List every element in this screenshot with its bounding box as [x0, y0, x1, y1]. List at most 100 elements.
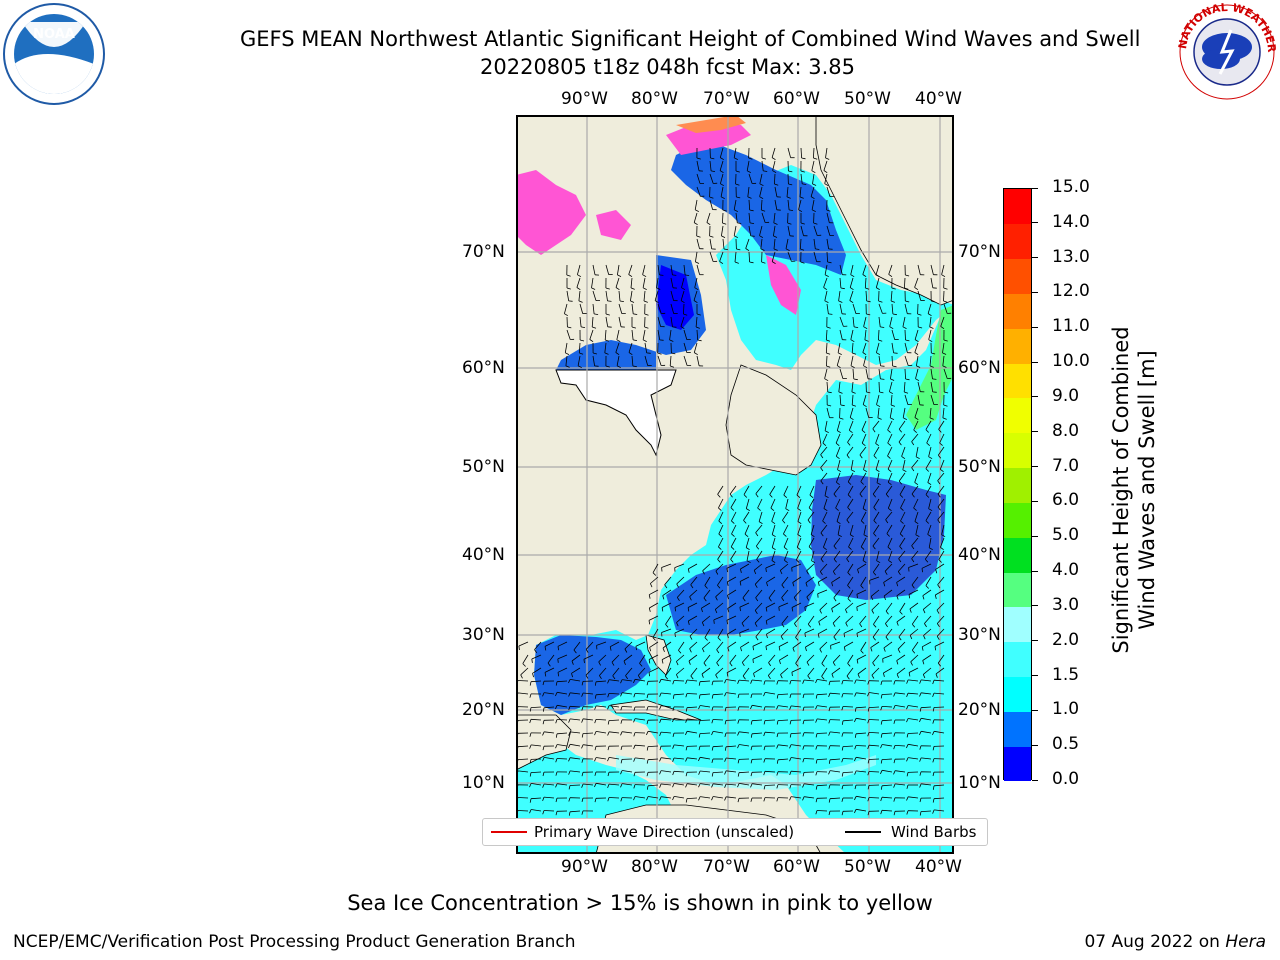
- wind-barb-flag: [674, 607, 677, 612]
- wind-barb-flag: [734, 261, 739, 264]
- wind-barb-flag: [828, 313, 833, 315]
- wind-barb-flag: [849, 287, 854, 291]
- wind-barb: [933, 679, 945, 682]
- colorbar-tick-mark: [1032, 605, 1038, 607]
- wind-barb-flag: [841, 797, 844, 802]
- lat-label-right: 10°N: [958, 773, 1001, 793]
- wind-barb: [878, 303, 883, 314]
- wind-barb: [726, 796, 737, 799]
- wind-barb: [811, 550, 815, 561]
- wind-barb: [569, 810, 581, 813]
- wind-barb-flag: [906, 744, 909, 749]
- wind-barb: [635, 757, 646, 760]
- wind-barb: [911, 576, 919, 586]
- wind-barb-flag: [718, 546, 722, 550]
- wind-barb: [790, 680, 802, 682]
- wind-barb-flag: [701, 622, 705, 627]
- wind-barb-flag: [937, 454, 942, 459]
- wind-barb: [656, 277, 659, 288]
- wind-barb-flag: [555, 771, 558, 776]
- wind-barb: [579, 316, 582, 327]
- wind-barb-flag: [607, 693, 610, 698]
- wind-barb-flag: [761, 209, 766, 212]
- wind-barb: [865, 290, 868, 302]
- wind-barb: [726, 757, 737, 760]
- wind-barb: [790, 770, 802, 773]
- wind-barb-flag: [659, 770, 662, 775]
- wind-barb: [908, 667, 919, 673]
- wind-barb-flag: [880, 378, 885, 380]
- wind-barb: [921, 730, 932, 734]
- wind-barb-flag: [776, 784, 779, 789]
- wind-barb-flag: [696, 313, 701, 316]
- wind-barb: [936, 628, 945, 637]
- wind-barb-flag: [908, 672, 911, 677]
- wind-barb-flag: [932, 378, 937, 380]
- wind-barb: [826, 238, 829, 249]
- wind-barb-flag: [910, 661, 913, 666]
- wind-barb: [908, 757, 919, 760]
- wind-barb-flag: [659, 705, 662, 710]
- lat-label-right: 20°N: [958, 700, 1001, 720]
- wind-barb: [901, 446, 906, 457]
- wind-barb: [899, 524, 906, 534]
- wind-barb: [570, 757, 581, 760]
- wind-barb-flag: [867, 759, 870, 764]
- wind-barb: [813, 251, 817, 262]
- wind-barb: [706, 212, 711, 223]
- wind-barb: [779, 654, 789, 661]
- wind-barb: [917, 264, 921, 275]
- wind-barb: [582, 732, 594, 734]
- wind-barb: [846, 667, 854, 677]
- wind-barb: [810, 524, 815, 535]
- wind-barb-flag: [854, 757, 857, 762]
- wind-barb-flag: [659, 692, 662, 697]
- wind-barb-flag: [755, 545, 760, 550]
- wind-barb: [699, 680, 711, 683]
- wind-barb: [917, 381, 921, 392]
- wind-barb-flag: [807, 623, 812, 628]
- wind-barb-flag: [852, 352, 857, 355]
- wind-barb: [849, 524, 854, 535]
- wind-barb: [915, 368, 919, 379]
- wind-barb-flag: [724, 720, 727, 725]
- wind-barb: [900, 498, 906, 509]
- wind-barb-flag: [802, 720, 805, 725]
- colorbar-tick-mark: [1032, 431, 1038, 433]
- wind-barb-flag: [520, 674, 523, 679]
- wind-barb: [872, 485, 880, 495]
- wind-barb: [695, 316, 698, 328]
- wind-barb: [595, 693, 607, 696]
- wind-barb-flag: [722, 209, 727, 212]
- wind-barb: [881, 719, 893, 722]
- wind-barb-flag: [809, 494, 814, 499]
- wind-barb: [819, 641, 828, 650]
- wind-barbs: [516, 147, 952, 842]
- wind-barb-flag: [773, 248, 778, 251]
- wind-barb: [649, 602, 659, 609]
- wind-barb: [881, 732, 893, 735]
- wind-barb: [726, 615, 737, 621]
- wind-barb: [764, 784, 776, 786]
- wind-barb-flag: [859, 623, 863, 628]
- wind-barb-flag: [854, 770, 857, 775]
- wind-barb-flag: [929, 326, 934, 329]
- wind-barb-flag: [736, 196, 741, 199]
- wind-barb-flag: [831, 582, 834, 587]
- colorbar-segment: [1004, 641, 1031, 678]
- wind-barb-flag: [685, 772, 688, 777]
- wind-barb: [534, 641, 542, 650]
- wind-barb: [855, 732, 867, 735]
- wind-barb-flag: [841, 680, 844, 685]
- wind-barb: [739, 731, 750, 734]
- wind-barb: [642, 277, 646, 288]
- wind-barb-flag: [687, 607, 690, 612]
- wind-barb-flag: [862, 560, 867, 564]
- wind-barb-flag: [568, 706, 571, 711]
- wind-barb-flag: [843, 633, 845, 638]
- wind-barb-flag: [591, 287, 596, 290]
- wind-barb: [938, 420, 945, 430]
- wind-barb: [837, 342, 841, 353]
- wind-barb-flag: [804, 606, 806, 612]
- map-panel: [516, 115, 954, 854]
